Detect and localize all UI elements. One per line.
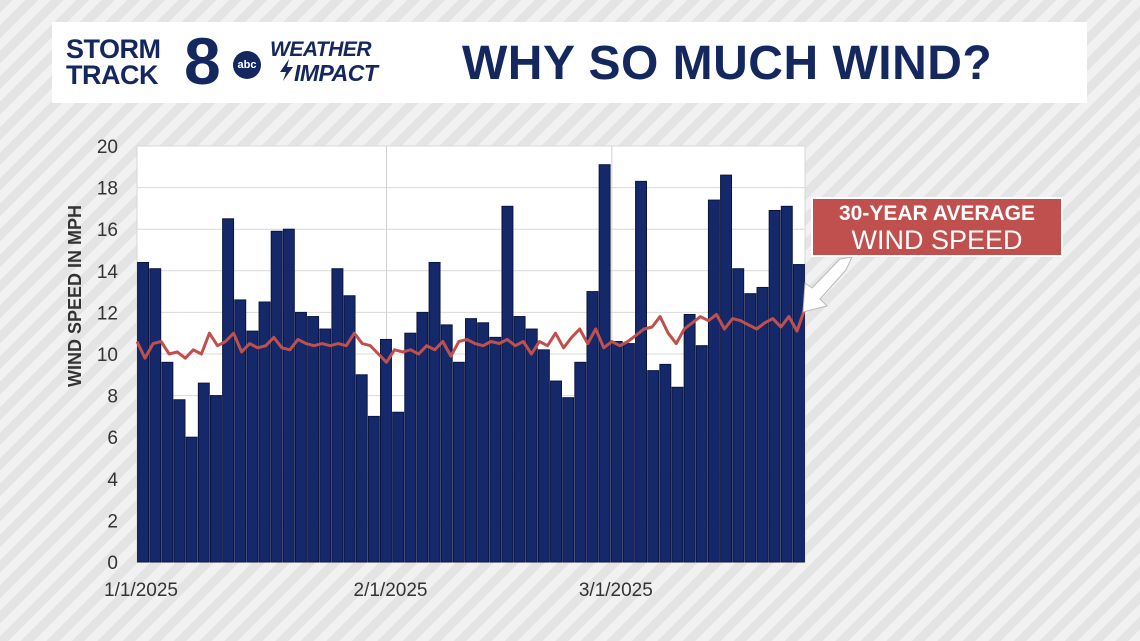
wind-speed-bar xyxy=(465,318,477,563)
callout-subtitle: WIND SPEED xyxy=(851,225,1023,255)
wind-speed-bar xyxy=(671,386,684,563)
x-tick-label: 1/1/2025 xyxy=(104,580,178,601)
wind-speed-bar xyxy=(780,205,793,563)
wind-speed-bar xyxy=(307,316,320,563)
logo-storm-text: STORM xyxy=(66,34,161,64)
chart-average-line xyxy=(135,307,807,364)
y-axis-label: WIND SPEED IN MPH xyxy=(65,205,85,387)
y-tick-label: 14 xyxy=(97,262,119,283)
wind-speed-bar xyxy=(574,361,587,563)
wind-speed-bar xyxy=(319,328,332,563)
wind-speed-bar xyxy=(173,399,186,563)
wind-speed-bar xyxy=(404,332,417,563)
wind-speed-bar xyxy=(550,380,562,563)
chart-axes: 0 2 4 6 8 10 12 14 16 18 20 1/1/2025 2/1/2025 3/1/202… xyxy=(65,137,653,601)
wind-speed-bar xyxy=(707,199,720,563)
wind-speed-bar xyxy=(185,436,198,563)
y-tick-label: 6 xyxy=(107,428,118,449)
average-wind-line xyxy=(135,307,807,364)
wind-speed-bar xyxy=(209,395,222,563)
wind-speed-bar xyxy=(452,361,465,563)
wind-speed-bar xyxy=(161,361,174,563)
y-tick-label: 20 xyxy=(97,137,118,158)
wind-speed-bar xyxy=(537,349,550,563)
callout-arrow-icon xyxy=(802,256,853,313)
wind-speed-bar xyxy=(234,299,247,563)
wind-speed-bar xyxy=(355,374,368,563)
wind-speed-bar xyxy=(380,338,392,563)
wind-speed-bar xyxy=(149,268,162,563)
wind-speed-bar xyxy=(513,316,526,563)
y-tick-label: 10 xyxy=(97,345,118,366)
callout-title: 30-YEAR AVERAGE xyxy=(838,202,1036,225)
wind-speed-bar xyxy=(197,382,210,563)
lightning-bolt-icon xyxy=(280,59,293,81)
wind-speed-bar xyxy=(222,218,235,563)
wind-speed-bar xyxy=(501,205,514,563)
wind-speed-bar xyxy=(756,286,769,563)
wind-speed-bar xyxy=(489,336,502,563)
wind-speed-bar xyxy=(610,341,623,563)
wind-speed-bar xyxy=(367,415,380,563)
abc-logo-badge: abc xyxy=(233,51,261,79)
y-tick-label: 16 xyxy=(97,220,118,241)
y-tick-label: 18 xyxy=(97,179,118,200)
wind-speed-bar xyxy=(477,322,490,563)
wind-speed-bar xyxy=(270,230,283,563)
wind-speed-bar xyxy=(392,411,405,563)
y-tick-label: 8 xyxy=(107,387,118,408)
wind-speed-bar xyxy=(586,291,599,563)
logo-impact-text: IMPACT xyxy=(294,60,378,86)
wind-speed-bar xyxy=(282,228,295,563)
wind-speed-bar xyxy=(744,293,757,563)
wind-speed-bar xyxy=(622,343,635,563)
wind-speed-bar xyxy=(343,295,356,563)
wind-speed-bar xyxy=(732,268,745,563)
wind-speed-bar xyxy=(525,328,538,563)
wind-speed-bar xyxy=(659,363,672,563)
y-tick-label: 2 xyxy=(107,511,118,532)
logo-eight-text: 8 xyxy=(184,24,221,98)
wind-speed-bar xyxy=(562,397,575,563)
wind-speed-bar xyxy=(683,313,696,563)
chart-bars xyxy=(137,164,805,563)
wind-speed-bar xyxy=(428,261,441,563)
wind-speed-bar xyxy=(720,174,733,563)
wind-speed-bar xyxy=(246,330,259,563)
header-banner: STORM TRACK 8 abc WEATHER IMPACT WHY SO … xyxy=(52,22,1087,103)
wind-speed-bar xyxy=(331,268,344,563)
y-tick-label: 0 xyxy=(107,553,118,574)
x-tick-label: 3/1/2025 xyxy=(579,580,653,601)
page-title: WHY SO MUCH WIND? xyxy=(462,37,993,90)
wind-speed-bar xyxy=(695,345,708,563)
wind-speed-bar xyxy=(416,311,429,563)
wind-speed-bar xyxy=(294,311,307,563)
wind-speed-bar xyxy=(440,324,453,563)
storm-track-8-logo: STORM TRACK 8 abc WEATHER IMPACT xyxy=(66,28,406,94)
wind-speed-bar xyxy=(598,164,611,563)
wind-speed-bar xyxy=(137,261,150,563)
x-tick-label: 2/1/2025 xyxy=(354,580,428,601)
average-callout: 30-YEAR AVERAGE WIND SPEED xyxy=(811,197,1063,257)
wind-speed-bar xyxy=(792,264,805,563)
wind-speed-bar xyxy=(768,209,781,563)
y-tick-label: 4 xyxy=(107,470,118,491)
wind-speed-bar xyxy=(258,301,271,563)
wind-speed-bar xyxy=(635,180,648,563)
y-tick-label: 12 xyxy=(97,303,118,324)
wind-speed-bar xyxy=(647,370,660,563)
logo-track-text: TRACK xyxy=(66,60,159,90)
logo-weather-text: WEATHER xyxy=(270,38,372,61)
